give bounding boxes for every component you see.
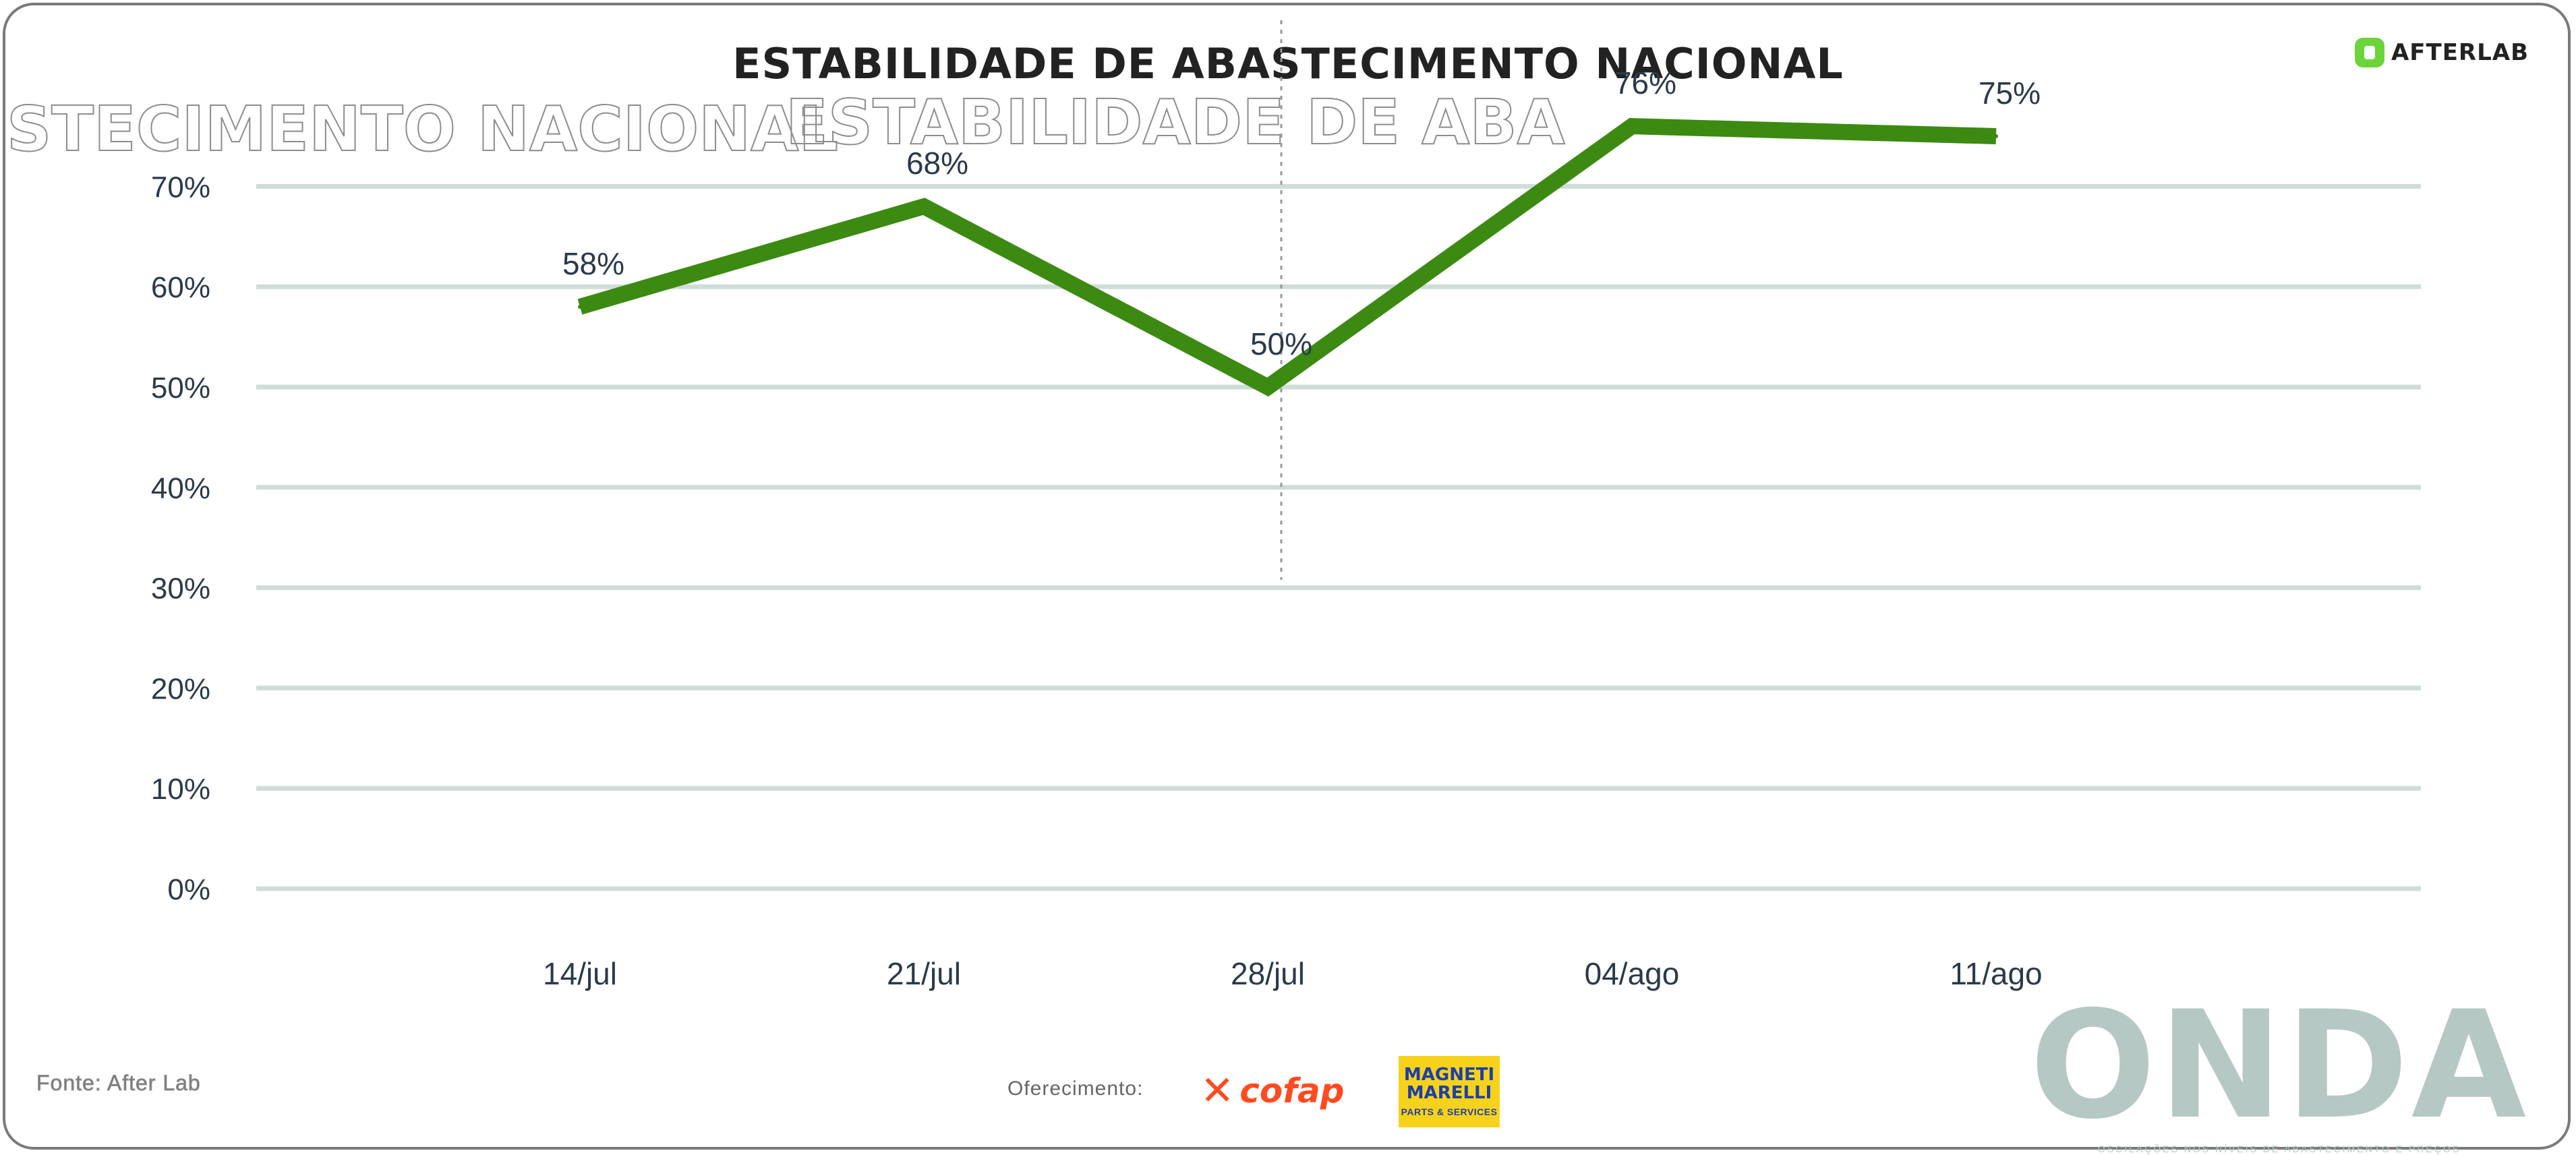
data-point	[1630, 124, 1634, 129]
ghost-title-fragment: ESTABILIDADE DE ABA	[785, 86, 1566, 159]
data-point	[1266, 385, 1270, 389]
data-point	[1994, 134, 1998, 138]
onda-tagline: OSCILAÇÕES NOS NÍVEIS DE ABASTECIMENTO E…	[2097, 1144, 2461, 1154]
x-tick-label: 28/jul	[1231, 956, 1305, 991]
x-tick-label: 21/jul	[887, 956, 961, 991]
cofap-x-icon: ✕	[1200, 1067, 1235, 1115]
cofap-logo: ✕ cofap	[1200, 1071, 1345, 1111]
source-note: Fonte: After Lab	[36, 1071, 201, 1096]
ghost-title-fragment: STECIMENTO NACIONAL	[6, 92, 839, 166]
y-tick-label: 70%	[151, 171, 210, 204]
magneti-marelli-logo-text: MAGNETI MARELLI	[1403, 1064, 1495, 1103]
data-label: 75%	[1979, 76, 2041, 111]
onda-logo: ONDA OSCILAÇÕES NOS NÍVEIS DE ABASTECIME…	[2030, 991, 2529, 1154]
magneti-marelli-logo: MAGNETI MARELLI PARTS & SERVICES	[1399, 1056, 1500, 1127]
afterlab-logo-icon	[2354, 38, 2384, 67]
y-tick-label: 60%	[151, 271, 210, 304]
magneti-marelli-subtext: PARTS & SERVICES	[1401, 1106, 1498, 1118]
y-tick-label: 20%	[151, 672, 210, 705]
y-tick-label: 30%	[151, 572, 210, 605]
onda-logo-text: ONDA	[2029, 979, 2529, 1152]
x-tick-label: 14/jul	[543, 956, 617, 991]
data-point	[922, 204, 926, 209]
data-label: 50%	[1250, 326, 1312, 361]
y-tick-label: 40%	[151, 472, 210, 505]
y-tick-label: 10%	[151, 773, 210, 806]
data-label: 76%	[1614, 65, 1676, 100]
chart-title: ESTABILIDADE DE ABASTECIMENTO NACIONAL	[732, 39, 1844, 88]
data-label: 68%	[906, 146, 968, 181]
data-point	[578, 304, 582, 309]
afterlab-logo: AFTERLAB	[2354, 38, 2529, 67]
sponsor-label: Oferecimento:	[1007, 1077, 1144, 1100]
chart-frame	[3, 3, 2571, 1150]
y-tick-label: 0%	[167, 873, 210, 906]
data-label: 58%	[562, 246, 624, 281]
cofap-logo-text: cofap	[1239, 1071, 1345, 1110]
afterlab-logo-text: AFTERLAB	[2391, 39, 2529, 66]
x-tick-label: 04/ago	[1585, 956, 1680, 991]
y-tick-label: 50%	[151, 372, 210, 405]
x-tick-label: 11/ago	[1950, 956, 2042, 991]
